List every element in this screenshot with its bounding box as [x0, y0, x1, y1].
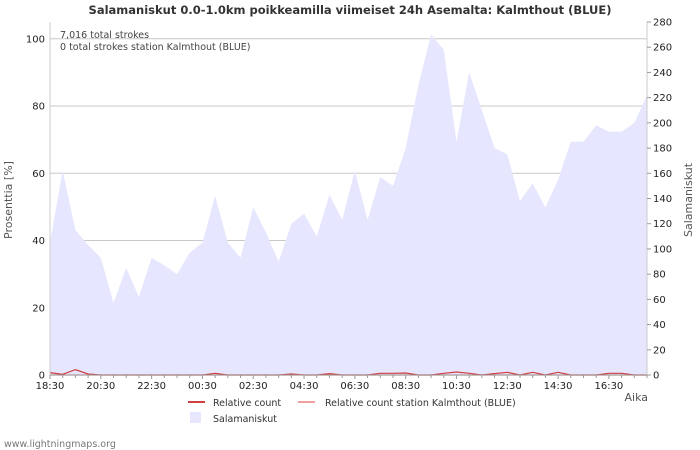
x-tick-label: 04:30 — [290, 381, 319, 392]
series-salamaniskut-area — [50, 34, 647, 375]
y-right-tick-label: 60 — [653, 295, 666, 306]
x-tick-label: 08:30 — [391, 381, 420, 392]
x-tick-label: 20:30 — [86, 381, 115, 392]
chart-title: Salamaniskut 0.0-1.0km poikkeamilla viim… — [89, 3, 612, 17]
y-right-tick-label: 260 — [653, 43, 672, 54]
x-tick-label: 10:30 — [442, 381, 471, 392]
y-right-tick-label: 20 — [653, 345, 666, 356]
site-credit: www.lightningmaps.org — [4, 439, 116, 450]
y-right-tick-label: 220 — [653, 93, 672, 104]
y-right-tick-label: 0 — [653, 371, 659, 382]
total-strokes-note: 7,016 total strokes — [60, 30, 149, 41]
y-right-tick-label: 140 — [653, 194, 672, 205]
y-right-tick-label: 80 — [653, 270, 666, 281]
y-left-tick-label: 0 — [39, 371, 45, 382]
x-tick-label: 02:30 — [239, 381, 268, 392]
y-right-tick-label: 180 — [653, 144, 672, 155]
y-axis-right-label: Salamaniskut — [682, 162, 695, 237]
x-tick-label: 16:30 — [594, 381, 623, 392]
x-tick-label: 14:30 — [544, 381, 573, 392]
x-tick-label: 06:30 — [340, 381, 369, 392]
y-right-tick-label: 100 — [653, 244, 672, 255]
y-left-ticks: 0 20 40 60 80 100 — [26, 34, 45, 381]
legend-label-relative-count-station: Relative count station Kalmthout (BLUE) — [325, 398, 516, 409]
y-left-tick-label: 100 — [26, 34, 45, 45]
y-right-tick-label: 280 — [653, 18, 672, 29]
legend-swatch-salamaniskut — [190, 412, 201, 423]
y-axis-left-label: Prosenttia [%] — [2, 161, 15, 239]
x-tick-label: 12:30 — [493, 381, 522, 392]
y-left-tick-label: 80 — [32, 102, 45, 113]
legend-label-salamaniskut: Salamaniskut — [213, 414, 277, 425]
x-axis-label: Aika — [625, 391, 649, 404]
y-right-tick-label: 160 — [653, 169, 672, 180]
y-left-tick-label: 20 — [32, 303, 45, 314]
y-left-tick-label: 40 — [32, 236, 45, 247]
x-tick-label: 00:30 — [188, 381, 217, 392]
y-right-ticks: 0 20 40 60 80 100 120 140 160 180 200 220 240 260 280 — [647, 18, 672, 382]
station-strokes-note: 0 total strokes station Kalmthout (BLUE) — [60, 42, 251, 53]
y-right-tick-label: 200 — [653, 118, 672, 129]
legend: Relative count Relative count station Ka… — [188, 398, 516, 425]
y-right-tick-label: 120 — [653, 219, 672, 230]
area-layer — [50, 34, 647, 375]
x-tick-label: 22:30 — [137, 381, 166, 392]
legend-label-relative-count: Relative count — [213, 398, 281, 409]
x-tick-label: 18:30 — [36, 381, 65, 392]
x-ticks: 18:30 20:30 22:30 00:30 02:30 04:30 06:30 08:30… — [36, 375, 648, 392]
y-right-tick-label: 40 — [653, 320, 666, 331]
y-left-tick-label: 60 — [32, 169, 45, 180]
y-right-tick-label: 240 — [653, 68, 672, 79]
